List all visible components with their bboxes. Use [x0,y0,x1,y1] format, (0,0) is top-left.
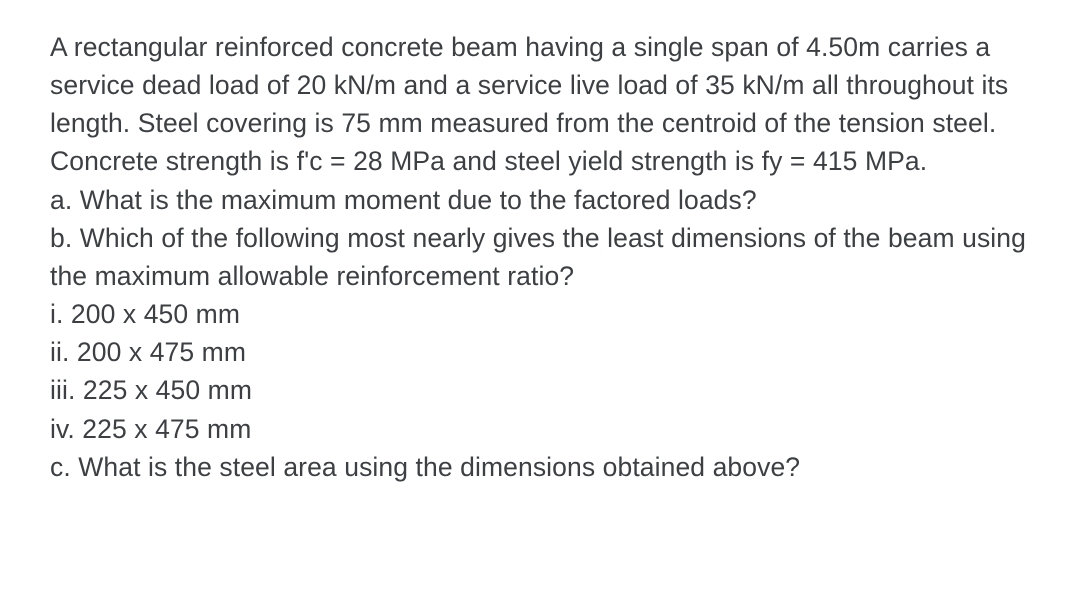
problem-text: A rectangular reinforced concrete beam h… [0,0,1080,486]
problem-intro: A rectangular reinforced concrete beam h… [50,28,1030,181]
problem-part-a: a. What is the maximum moment due to the… [50,181,1030,219]
option-i: i. 200 x 450 mm [50,295,1030,333]
option-iii: iii. 225 x 450 mm [50,371,1030,409]
option-ii: ii. 200 x 475 mm [50,333,1030,371]
problem-part-b: b. Which of the following most nearly gi… [50,219,1030,295]
option-iv: iv. 225 x 475 mm [50,410,1030,448]
problem-part-c: c. What is the steel area using the dime… [50,448,1030,486]
